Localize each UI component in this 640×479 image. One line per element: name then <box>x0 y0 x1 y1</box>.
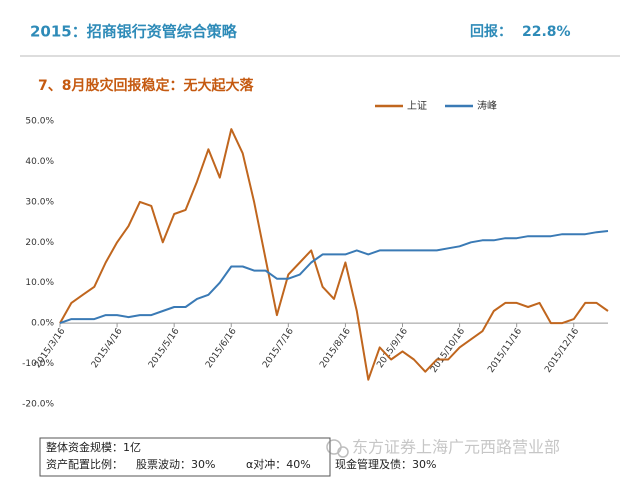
footer-item: 现金管理及债：30% <box>335 457 436 471</box>
x-tick-label: 2015/12/16 <box>543 326 581 374</box>
return-value: 22.8% <box>522 24 571 40</box>
y-tick-label: 30.0% <box>25 197 54 207</box>
y-tick-label: -20.0% <box>22 400 54 410</box>
y-tick-label: 0.0% <box>31 319 54 329</box>
y-tick-label: -10.0% <box>22 359 54 369</box>
footer-item: 股票波动：30% <box>136 458 215 471</box>
legend-label: 上证 <box>407 100 427 112</box>
series-line <box>59 128 609 381</box>
x-tick-label: 2015/8/16 <box>318 326 353 370</box>
chart: -20.0% -10.0% 0.0% 10.0% 20.0% 30.0% 40.0% 50.0… <box>22 99 609 410</box>
watermark-text: 东方证券上海广元西路营业部 <box>352 438 560 457</box>
return-label: 回报： <box>470 24 512 40</box>
x-tick-label: 2015/10/16 <box>429 326 467 374</box>
watermark-icon <box>337 446 349 458</box>
watermark: 东方证券上海广元西路营业部 <box>326 438 560 458</box>
y-tick-label: 40.0% <box>25 157 54 167</box>
subtitle: 7、8月股灾回报稳定：无大起大落 <box>38 77 254 94</box>
x-tick-label: 2015/4/16 <box>90 326 125 370</box>
y-tick-label: 50.0% <box>25 117 54 127</box>
footer-item: α对冲：40% <box>246 457 311 471</box>
x-tick-label: 2015/5/16 <box>147 326 182 370</box>
slide-title: 2015：招商银行资管综合策略 <box>30 23 238 41</box>
x-tick-label: 2015/6/16 <box>204 326 239 370</box>
footer-allocation-label: 资产配置比例： <box>46 457 123 471</box>
x-tick-label: 2015/7/16 <box>261 326 296 370</box>
legend-label: 涛峰 <box>477 99 497 112</box>
y-tick-label: 20.0% <box>25 238 54 248</box>
y-tick-label: 10.0% <box>25 278 54 288</box>
series-line <box>59 230 609 325</box>
footer-box <box>39 437 331 477</box>
footer-scale: 整体资金规模：1亿 <box>46 440 141 454</box>
x-tick-label: 2015/11/16 <box>486 326 524 374</box>
